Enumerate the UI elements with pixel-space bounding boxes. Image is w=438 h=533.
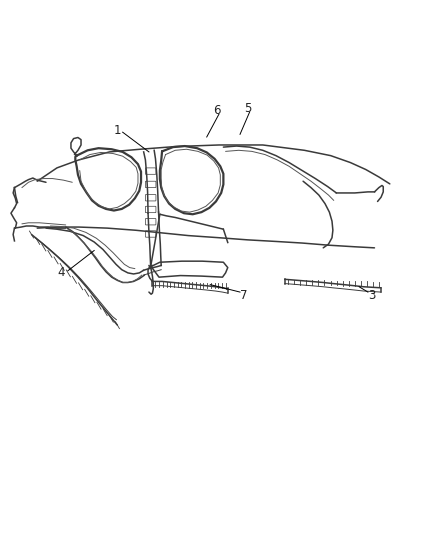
- FancyBboxPatch shape: [145, 195, 156, 201]
- Text: 7: 7: [240, 289, 247, 302]
- Text: 6: 6: [213, 104, 221, 117]
- Text: 3: 3: [368, 289, 375, 302]
- FancyBboxPatch shape: [145, 219, 156, 225]
- Text: 5: 5: [244, 102, 251, 115]
- FancyBboxPatch shape: [145, 231, 156, 237]
- FancyBboxPatch shape: [145, 168, 156, 174]
- Text: 1: 1: [113, 124, 121, 136]
- FancyBboxPatch shape: [145, 181, 156, 188]
- Text: 4: 4: [57, 266, 65, 279]
- FancyBboxPatch shape: [145, 206, 156, 213]
